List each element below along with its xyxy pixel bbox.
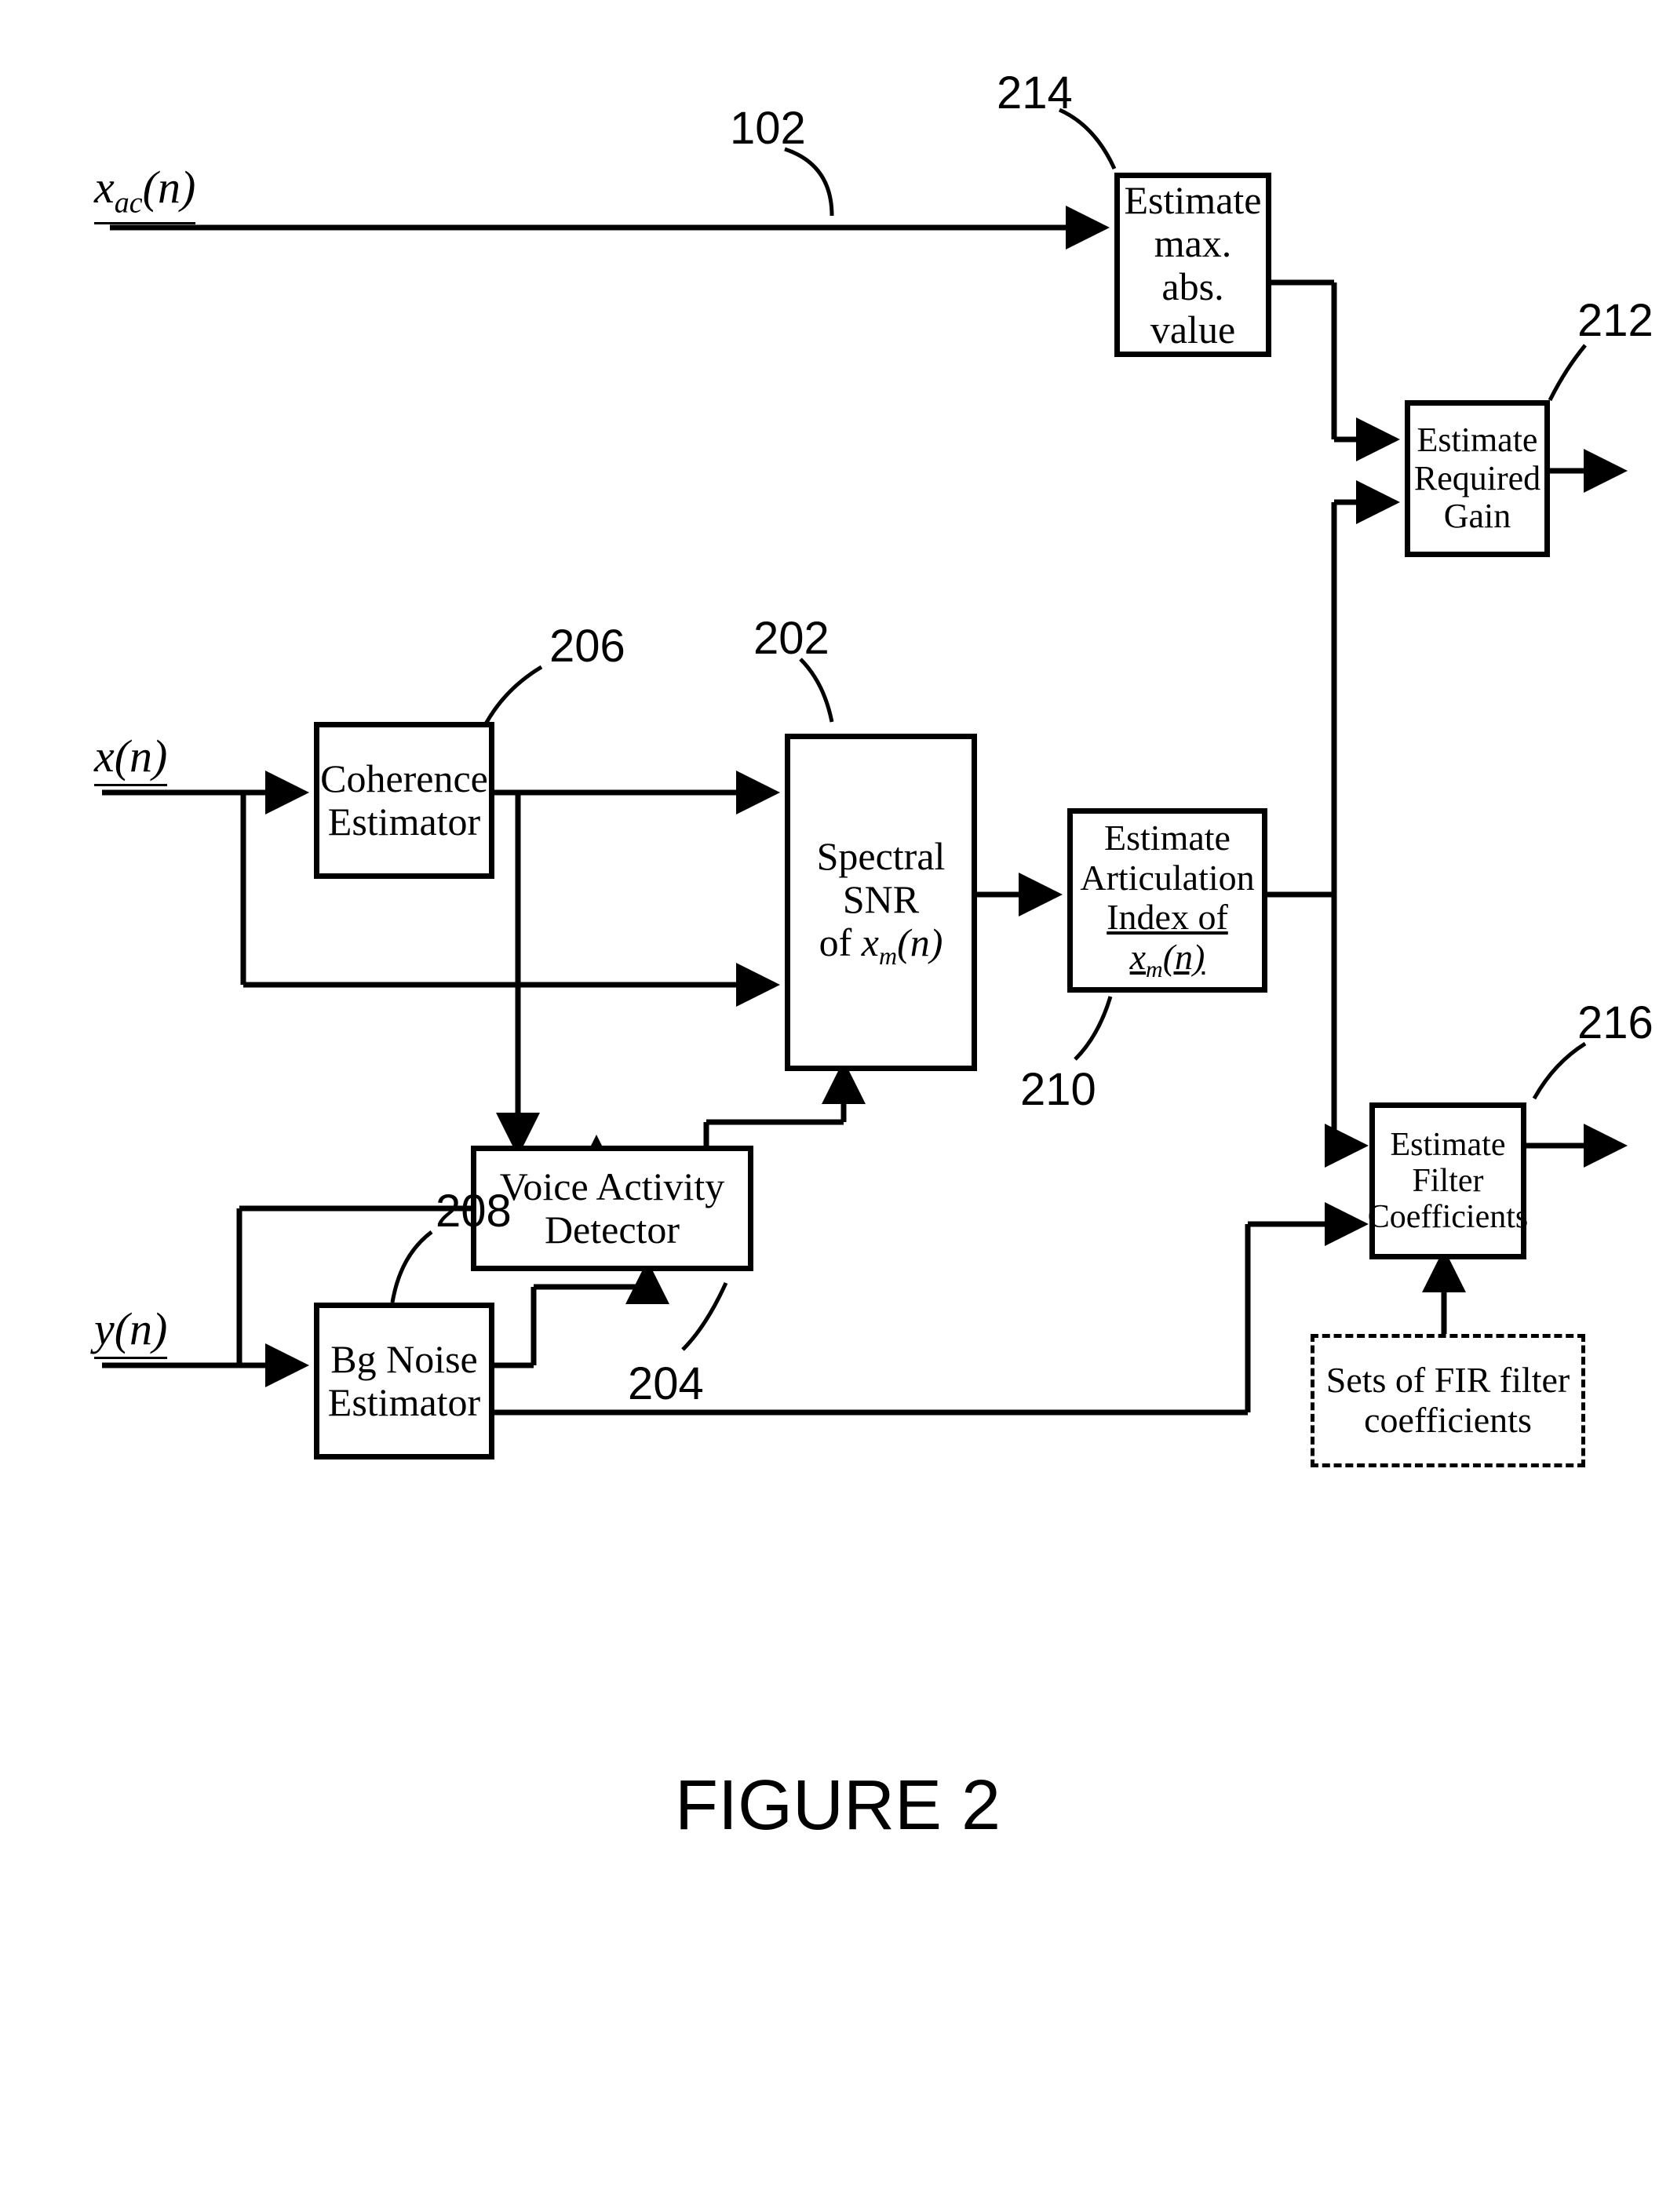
ref-202: 202 [753, 612, 830, 665]
box-label: Estimate Required Gain [1414, 421, 1540, 535]
box-label: Sets of FIR filter coefficients [1326, 1361, 1570, 1440]
box-coherence-estimator: Coherence Estimator [314, 722, 494, 879]
box-label: Estimate Filter Coefficients [1368, 1127, 1529, 1236]
figure-label: FIGURE 2 [675, 1766, 1001, 1846]
ref-102: 102 [730, 102, 806, 155]
box-label: Coherence Estimator [320, 757, 488, 844]
ref-210: 210 [1020, 1063, 1096, 1116]
ref-208: 208 [436, 1185, 512, 1237]
box-voice-activity-detector: Voice Activity Detector [471, 1146, 753, 1271]
box-fir-sets: Sets of FIR filter coefficients [1311, 1334, 1585, 1467]
signal-xn: x(n) [94, 730, 167, 786]
signal-xac: xac(n) [94, 161, 195, 224]
box-filter-coeff: Estimate Filter Coefficients [1369, 1102, 1526, 1259]
box-label: Estimate max. abs. value [1120, 179, 1266, 352]
box-label: Voice Activity Detector [500, 1165, 725, 1252]
block-diagram: xac(n) x(n) y(n) Coherence Estimator Bg … [0, 0, 1659, 2212]
box-articulation-index: EstimateArticulationIndex of xm(n) [1067, 808, 1267, 993]
ref-214: 214 [997, 67, 1073, 119]
box-label: Bg Noise Estimator [328, 1338, 480, 1424]
box-spectral-snr: Spectral SNRof xm(n) [785, 734, 977, 1071]
box-label: Spectral SNRof xm(n) [790, 835, 972, 970]
box-label: EstimateArticulationIndex of xm(n) [1073, 818, 1262, 982]
box-bg-noise-estimator: Bg Noise Estimator [314, 1303, 494, 1459]
signal-yn: y(n) [94, 1303, 167, 1359]
ref-212: 212 [1577, 294, 1654, 347]
ref-204: 204 [628, 1357, 704, 1410]
ref-206: 206 [549, 620, 625, 672]
box-max-abs: Estimate max. abs. value [1114, 173, 1271, 357]
box-required-gain: Estimate Required Gain [1405, 400, 1550, 557]
ref-216: 216 [1577, 997, 1654, 1049]
